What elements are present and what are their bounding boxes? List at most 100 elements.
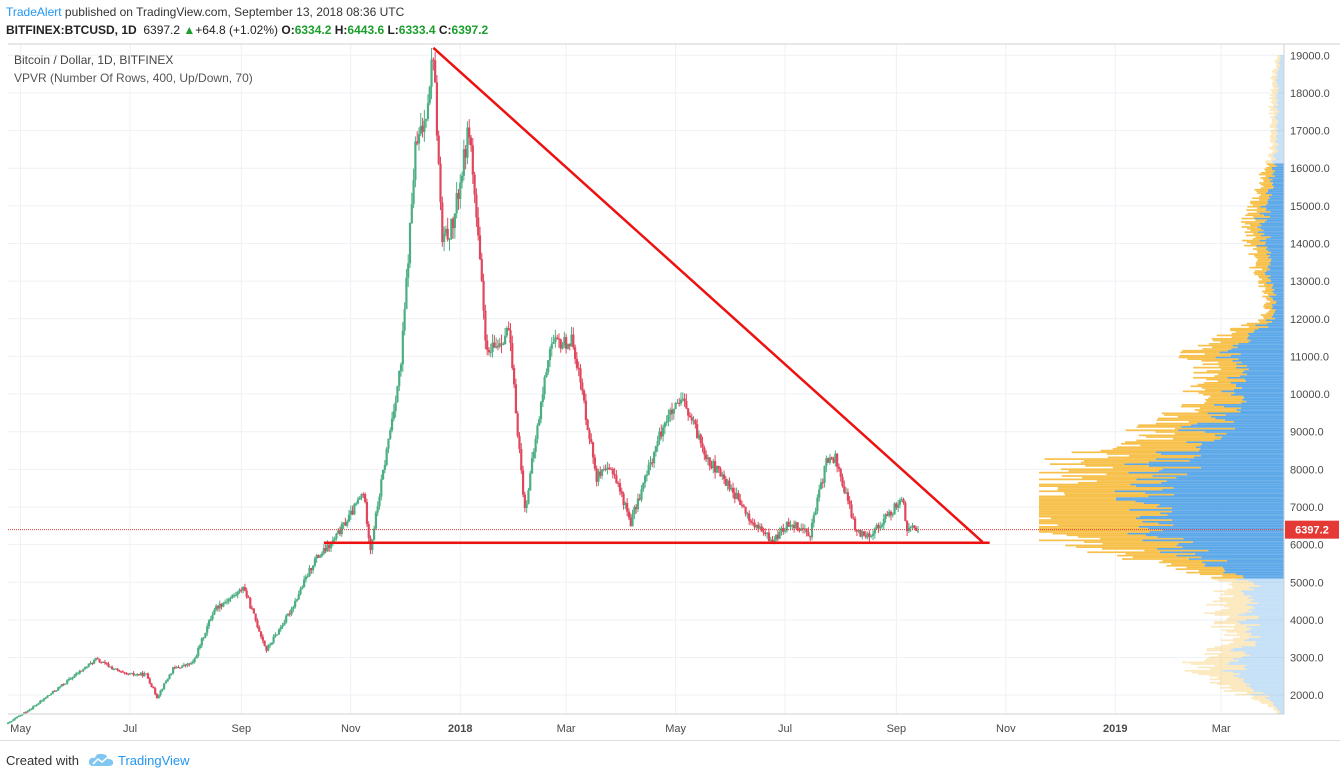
volume-bar-up [1201, 442, 1284, 445]
volume-bar-up [1253, 688, 1284, 691]
volume-bar-down [1039, 520, 1143, 523]
volume-bar-up [1115, 497, 1284, 499]
volume-bar-up [1277, 138, 1284, 140]
volume-bar-down [1265, 302, 1276, 305]
volume-bar-down [1252, 248, 1266, 250]
volume-bar-down [1275, 73, 1279, 76]
candle-body [134, 674, 137, 676]
candle-body [778, 532, 781, 539]
volume-bar-up [1223, 405, 1284, 408]
volume-bar-up [1259, 615, 1284, 618]
volume-bar-up [1276, 148, 1284, 150]
candle-body [193, 658, 196, 662]
volume-bar-down [1250, 229, 1264, 232]
candle-body [547, 360, 550, 373]
volume-bar-down [1157, 417, 1216, 420]
candle-body [534, 438, 537, 452]
candle-body [658, 431, 661, 441]
author-link[interactable]: TradeAlert [6, 5, 62, 19]
candle-body [482, 280, 485, 311]
volume-bar-down [1262, 290, 1273, 293]
volume-bar-down [1271, 83, 1279, 86]
candle-body [179, 667, 182, 669]
volume-bar-down [1250, 697, 1266, 699]
volume-bar-up [1266, 270, 1284, 272]
volume-bar-up [1278, 87, 1284, 89]
volume-bar-up [1162, 468, 1284, 471]
volume-bar-down [1179, 354, 1231, 357]
candle-body [748, 513, 751, 521]
volume-bar-up [1192, 541, 1284, 543]
candle-body [225, 601, 229, 603]
volume-bar-down [1254, 270, 1267, 272]
candle-body [888, 511, 891, 517]
candle-body [215, 605, 218, 610]
volume-bar-down [1241, 217, 1255, 220]
volume-bar-up [1278, 83, 1284, 86]
candle-body [35, 704, 38, 706]
candle-body [459, 182, 462, 199]
candle-body [48, 694, 51, 696]
candle-body [40, 700, 44, 702]
y-tick-label: 13000.0 [1290, 276, 1330, 288]
volume-bar-up [1189, 459, 1284, 462]
volume-bar-down [1107, 456, 1194, 459]
volume-bar-down [1274, 127, 1278, 130]
volume-bar-down [1201, 359, 1233, 362]
indicator-label[interactable]: VPVR (Number Of Rows, 400, Up/Down, 70) [14, 71, 253, 85]
volume-bar-down [1106, 473, 1187, 476]
candle-body [845, 492, 848, 494]
candle-body [319, 555, 322, 558]
volume-bar-down [1250, 224, 1262, 227]
candle-body [554, 337, 557, 343]
candle-body [678, 402, 681, 404]
volume-bar-up [1251, 627, 1284, 630]
volume-bar-up [1171, 510, 1284, 513]
y-tick-label: 4000.0 [1290, 615, 1324, 627]
volume-bar-down [1217, 683, 1251, 686]
volume-bar-up [1276, 165, 1284, 167]
candle-body [622, 493, 625, 506]
volume-bar-up [1139, 515, 1284, 518]
candle-body [33, 705, 37, 707]
candle-body [93, 659, 96, 664]
volume-bar-up [1280, 56, 1284, 59]
candle-body [164, 681, 168, 684]
volume-bar-up [1273, 703, 1284, 706]
volume-bar-down [1106, 453, 1161, 455]
candle-body [613, 473, 616, 476]
candle-body [749, 520, 753, 523]
volume-bar-up [1240, 410, 1284, 413]
candle-body [586, 419, 589, 431]
volume-bar-down [1273, 80, 1277, 83]
candle-body [629, 517, 632, 527]
volume-bar-down [1206, 658, 1233, 660]
close-value: 6397.2 [451, 23, 489, 37]
candle-body [550, 343, 553, 349]
volume-bar-down [1212, 339, 1251, 342]
volume-bar-down [1273, 111, 1280, 113]
volume-bar-down [1140, 444, 1201, 447]
volume-bar-down [1213, 622, 1241, 625]
x-tick-label: May [10, 723, 31, 735]
candle-body [69, 678, 72, 680]
volume-bar-up [1265, 209, 1284, 211]
tradingview-brand[interactable]: TradingView [118, 753, 190, 768]
candle-body [665, 421, 668, 423]
volume-bar-down [1258, 275, 1271, 277]
candle-body [428, 86, 431, 104]
volume-bar-up [1188, 558, 1284, 560]
candle-body [812, 515, 815, 523]
volume-bar-down [1261, 702, 1274, 704]
volume-bar-up [1211, 415, 1284, 418]
volume-bar-down [1223, 605, 1253, 608]
volume-bar-up [1226, 559, 1284, 562]
candle-body [143, 673, 146, 677]
volume-bar-up [1278, 104, 1284, 106]
volume-bar-down [1259, 182, 1273, 184]
price-chart[interactable]: 6397.2 2000.0 3000.0 4000.0 5000.0 6000.0 700… [0, 0, 1340, 740]
candle-body [49, 693, 53, 695]
candle-body [539, 402, 543, 420]
volume-bar-up [1257, 617, 1284, 620]
candle-body [823, 465, 826, 483]
